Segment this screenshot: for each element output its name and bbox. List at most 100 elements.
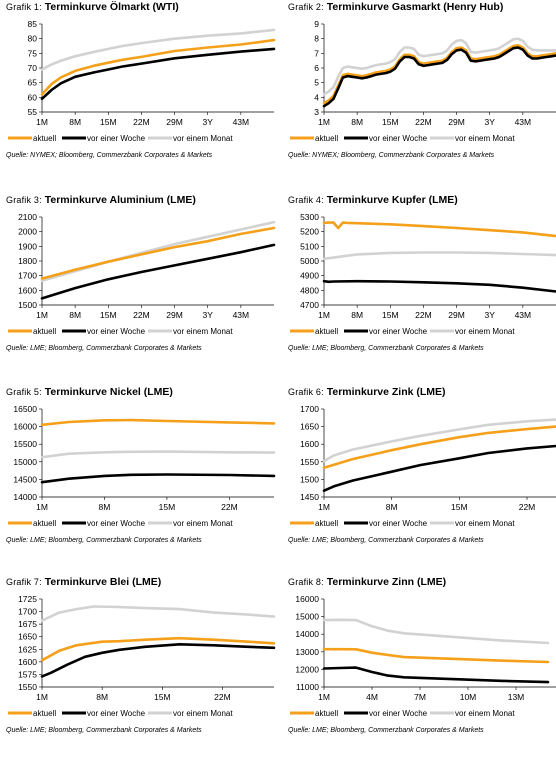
y-tick-label: 1900 [18, 241, 37, 251]
y-tick-label: 60 [28, 92, 38, 102]
series-line-aktuell [322, 43, 556, 105]
chart-title-text: Terminkurve Nickel (LME) [44, 386, 173, 398]
legend-label: vor einer Woche [369, 519, 428, 528]
x-tick-label: 15M [159, 502, 176, 512]
x-tick-label: 8M [351, 117, 363, 127]
x-tick-label: 43M [233, 310, 250, 320]
x-tick-label: 22M [415, 310, 432, 320]
legend-label: aktuell [33, 709, 56, 718]
chart-svg: 1550 1575 1600 1625 1650 1675 1700 1725 1M 8M 15M 2… [8, 594, 276, 718]
y-tick-label: 8 [314, 34, 319, 44]
legend-label: aktuell [33, 134, 56, 143]
x-tick-label: 22M [133, 117, 150, 127]
chart-svg: 3 4 5 6 7 8 9 1M 8M 15M 22M 29M 3Y 43M aktuell vor eine… [290, 19, 556, 143]
x-tick-label: 15M [100, 117, 117, 127]
chart-svg: 11000 12000 13000 14000 15000 16000 1M 4M 7M 10M 1… [290, 594, 556, 718]
y-tick-label: 2000 [18, 227, 37, 237]
x-tick-label: 1M [318, 692, 330, 702]
legend-label: vor einem Monat [173, 134, 233, 143]
chart-source: Quelle: NYMEX; Bloomberg, Commerzbank Co… [288, 152, 495, 159]
legend-label: aktuell [315, 709, 338, 718]
chart-source: Quelle: LME; Bloomberg, Commerzbank Corp… [288, 345, 484, 352]
y-tick-label: 4 [314, 92, 319, 102]
chart-number: Grafik 8: [288, 577, 324, 587]
chart-svg: 4700 4800 4900 5000 5100 5200 5300 1M 8M 15M 22M 29… [290, 212, 556, 336]
chart-title: Grafik 2: Terminkurve Gasmarkt (Henry Hu… [288, 1, 503, 13]
x-tick-label: 1M [36, 310, 48, 320]
chart-panel-6: Grafik 6: Terminkurve Zink (LME) 1450 1500… [284, 385, 556, 570]
y-tick-label: 5 [314, 78, 319, 88]
x-tick-label: 8M [96, 692, 108, 702]
y-tick-label: 16000 [295, 594, 319, 604]
y-tick-label: 4700 [300, 300, 319, 310]
x-tick-label: 22M [214, 692, 231, 702]
y-tick-label: 15000 [295, 612, 319, 622]
chart-title-text: Terminkurve Blei (LME) [44, 576, 162, 588]
y-tick-label: 1450 [300, 492, 319, 502]
y-tick-label: 16000 [13, 422, 37, 432]
y-tick-label: 16500 [13, 404, 37, 414]
x-tick-label: 8M [69, 310, 81, 320]
chart-panel-7: Grafik 7: Terminkurve Blei (LME) 1550 1575… [2, 575, 276, 760]
legend-label: vor einer Woche [87, 709, 146, 718]
legend-label: vor einem Monat [173, 519, 233, 528]
y-tick-label: 1725 [18, 594, 37, 604]
x-tick-label: 3Y [485, 310, 496, 320]
y-tick-label: 1600 [18, 657, 37, 667]
chart-source: Quelle: LME; Bloomberg, Commerzbank Corp… [6, 727, 202, 734]
chart-title-text: Terminkurve Gasmarkt (Henry Hub) [326, 1, 504, 13]
y-tick-label: 5300 [300, 212, 319, 222]
x-tick-label: 4M [366, 692, 378, 702]
legend-label: vor einer Woche [369, 709, 428, 718]
chart-panel-2: Grafik 2: Terminkurve Gasmarkt (Henry Hu… [284, 0, 556, 185]
x-tick-label: 3Y [203, 117, 214, 127]
series-line-monat [322, 37, 556, 96]
legend-label: aktuell [315, 519, 338, 528]
y-tick-label: 1700 [18, 271, 37, 281]
series-line-monat [40, 450, 276, 459]
y-tick-label: 1650 [300, 422, 319, 432]
series-line-aktuell [322, 647, 550, 664]
series-line-aktuell [322, 425, 556, 470]
x-tick-label: 22M [221, 502, 238, 512]
y-tick-label: 70 [28, 63, 38, 73]
y-tick-label: 5000 [300, 256, 319, 266]
chart-number: Grafik 4: [288, 195, 324, 205]
x-tick-label: 43M [515, 117, 532, 127]
y-tick-label: 2100 [18, 212, 37, 222]
series-line-monat [40, 28, 276, 71]
legend-label: vor einer Woche [369, 327, 428, 336]
y-tick-label: 1700 [18, 607, 37, 617]
legend-label: aktuell [315, 134, 338, 143]
legend-label: aktuell [33, 327, 56, 336]
chart-title-text: Terminkurve Zinn (LME) [326, 576, 447, 588]
series-line-woche [322, 444, 556, 492]
chart-svg: 1450 1500 1550 1600 1650 1700 1M 8M 15M 22M aktuel… [290, 404, 556, 528]
y-tick-label: 1625 [18, 644, 37, 654]
y-tick-label: 80 [28, 34, 38, 44]
series-line-woche [322, 279, 556, 293]
chart-number: Grafik 6: [288, 387, 324, 397]
y-tick-label: 1700 [300, 404, 319, 414]
x-tick-label: 7M [414, 692, 426, 702]
y-tick-label: 9 [314, 19, 319, 29]
x-tick-label: 1M [36, 502, 48, 512]
series-line-aktuell [40, 418, 276, 427]
legend-label: vor einer Woche [369, 134, 428, 143]
y-tick-label: 15000 [13, 457, 37, 467]
series-line-woche [322, 666, 550, 684]
chart-panel-4: Grafik 4: Terminkurve Kupfer (LME) 4700 48… [284, 193, 556, 378]
chart-number: Grafik 3: [6, 195, 42, 205]
chart-source: Quelle: LME; Bloomberg, Commerzbank Corp… [288, 537, 484, 544]
x-tick-label: 29M [166, 310, 183, 320]
series-line-monat [40, 605, 276, 622]
x-tick-label: 1M [318, 502, 330, 512]
series-line-woche [40, 243, 276, 300]
y-tick-label: 14000 [295, 629, 319, 639]
series-line-woche [40, 473, 276, 484]
x-tick-label: 13M [508, 692, 525, 702]
y-tick-label: 1500 [18, 300, 37, 310]
chart-title: Grafik 1: Terminkurve Ölmarkt (WTI) [6, 1, 179, 13]
chart-svg: 1500 1600 1700 1800 1900 2000 2100 1M 8M 15M 22M 29… [8, 212, 276, 336]
chart-panel-3: Grafik 3: Terminkurve Aluminium (LME) 150… [2, 193, 276, 378]
